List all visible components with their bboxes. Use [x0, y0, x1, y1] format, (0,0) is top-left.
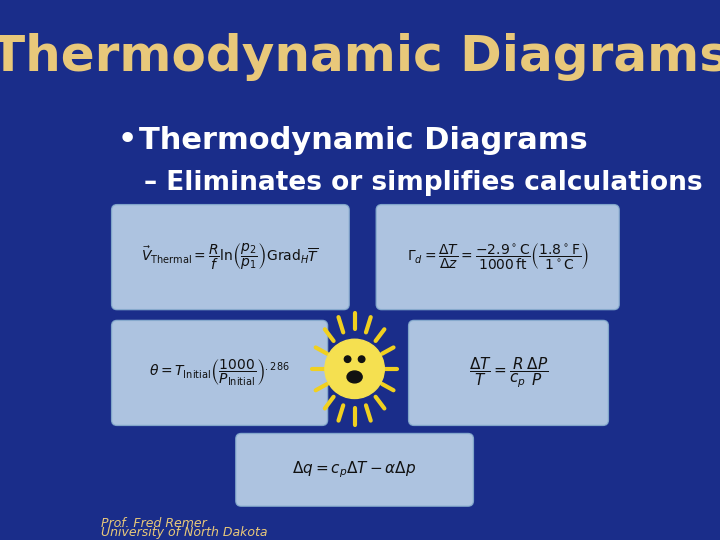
Text: University of North Dakota: University of North Dakota: [101, 525, 267, 538]
FancyBboxPatch shape: [236, 434, 473, 506]
FancyBboxPatch shape: [112, 320, 328, 426]
Text: – Eliminates or simplifies calculations: – Eliminates or simplifies calculations: [144, 170, 703, 196]
Circle shape: [359, 356, 365, 362]
Text: $\Delta q = c_p \Delta T - \alpha \Delta p$: $\Delta q = c_p \Delta T - \alpha \Delta…: [292, 460, 417, 480]
Text: $\dfrac{\Delta T}{T} = \dfrac{R}{c_p}\dfrac{\Delta P}{P}$: $\dfrac{\Delta T}{T} = \dfrac{R}{c_p}\df…: [469, 356, 548, 390]
FancyBboxPatch shape: [376, 205, 619, 309]
FancyBboxPatch shape: [112, 205, 349, 309]
Circle shape: [325, 339, 384, 399]
FancyBboxPatch shape: [408, 320, 608, 426]
Text: Prof. Fred Remer: Prof. Fred Remer: [101, 517, 207, 530]
Circle shape: [344, 356, 351, 362]
Text: $\Gamma_d = \dfrac{\Delta T}{\Delta z} = \dfrac{-2.9^\circ\mathrm{C}}{1000\,\mat: $\Gamma_d = \dfrac{\Delta T}{\Delta z} =…: [407, 242, 589, 272]
Text: $\theta = T_{\mathrm{Initial}}\left(\dfrac{1000}{P_{\mathrm{Initial}}}\right)^{.: $\theta = T_{\mathrm{Initial}}\left(\dfr…: [149, 357, 290, 388]
Text: •: •: [117, 123, 138, 157]
Text: $\vec{V}_{\mathrm{Thermal}} = \dfrac{R}{f}\ln\!\left(\dfrac{p_2}{p_1}\right)\mat: $\vec{V}_{\mathrm{Thermal}} = \dfrac{R}{…: [141, 242, 320, 272]
Ellipse shape: [347, 371, 362, 383]
Text: Thermodynamic Diagrams: Thermodynamic Diagrams: [138, 125, 588, 154]
Text: Thermodynamic Diagrams: Thermodynamic Diagrams: [0, 32, 720, 80]
